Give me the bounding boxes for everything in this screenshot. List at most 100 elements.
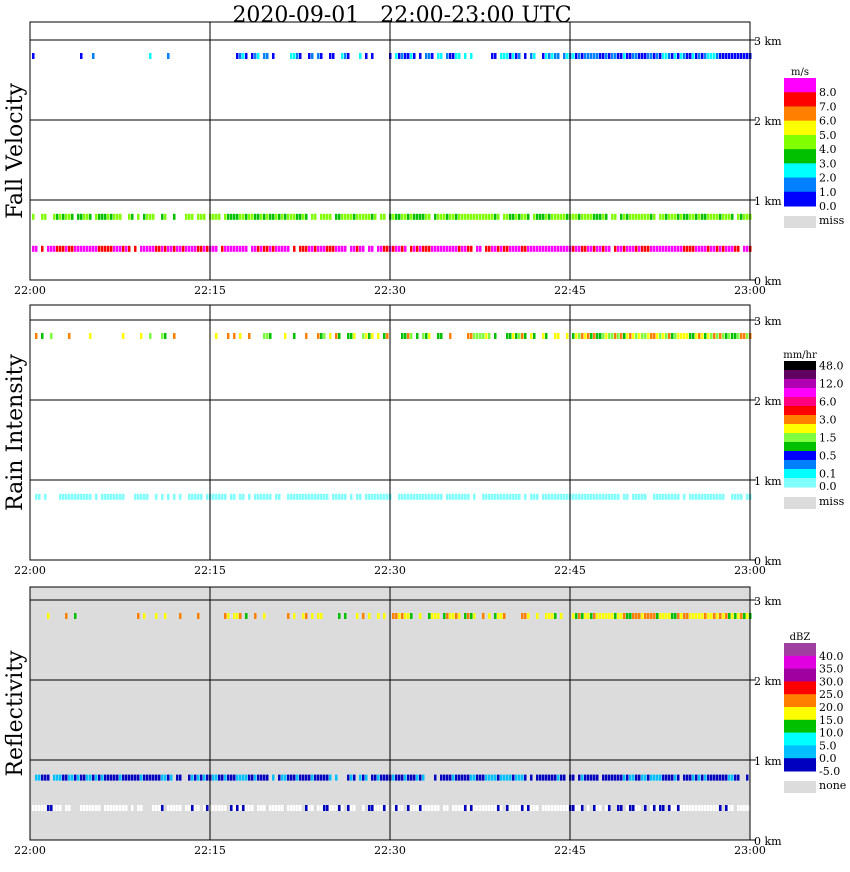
echo-cell bbox=[311, 213, 314, 220]
echo-cell bbox=[320, 333, 323, 339]
echo-cell bbox=[521, 333, 524, 339]
echo-cell bbox=[134, 245, 137, 252]
echo-cell bbox=[374, 774, 377, 781]
echo-cell bbox=[311, 493, 314, 500]
legend-swatch bbox=[784, 668, 816, 682]
echo-cell bbox=[542, 53, 545, 59]
echo-cell bbox=[575, 53, 578, 59]
echo-cell bbox=[689, 53, 692, 59]
echo-cell bbox=[242, 493, 245, 500]
echo-cell bbox=[446, 213, 449, 220]
echo-cell bbox=[692, 245, 695, 252]
echo-cell bbox=[437, 493, 440, 500]
echo-cell bbox=[695, 805, 698, 811]
echo-cell bbox=[185, 213, 188, 220]
legend-swatch bbox=[784, 177, 816, 193]
echo-cell bbox=[134, 774, 137, 781]
echo-cell bbox=[41, 805, 44, 811]
echo-cell bbox=[518, 493, 521, 500]
echo-cell bbox=[326, 245, 329, 252]
echo-cell bbox=[128, 213, 131, 220]
echo-cell bbox=[440, 213, 443, 220]
echo-cell bbox=[254, 245, 257, 252]
echo-cell bbox=[287, 245, 290, 252]
echo-cell bbox=[146, 493, 149, 500]
echo-cell bbox=[80, 774, 83, 781]
echo-cell bbox=[506, 245, 509, 252]
echo-cell bbox=[35, 333, 38, 339]
echo-cell bbox=[590, 245, 593, 252]
echo-cell bbox=[614, 53, 617, 59]
echo-cell bbox=[677, 333, 680, 339]
echo-cell bbox=[368, 333, 371, 339]
echo-cell bbox=[77, 774, 80, 781]
echo-cell bbox=[716, 774, 719, 781]
echo-cell bbox=[149, 245, 152, 252]
echo-cell bbox=[671, 53, 674, 59]
echo-cell bbox=[458, 613, 461, 619]
echo-cell bbox=[362, 213, 365, 220]
echo-cell bbox=[194, 805, 197, 811]
echo-cell bbox=[104, 805, 107, 811]
echo-cell bbox=[167, 493, 170, 500]
echo-cell bbox=[503, 493, 506, 500]
x-tick-label: 22:45 bbox=[554, 844, 586, 857]
echo-cell bbox=[617, 613, 620, 619]
echo-cell bbox=[641, 493, 644, 500]
echo-cell bbox=[242, 213, 245, 220]
echo-cell bbox=[419, 213, 422, 220]
legend-label: 4.0 bbox=[819, 143, 837, 156]
echo-cell bbox=[308, 805, 311, 811]
echo-cell bbox=[218, 493, 221, 500]
echo-cell bbox=[515, 805, 518, 811]
echo-cell bbox=[632, 805, 635, 811]
echo-cell bbox=[188, 213, 191, 220]
echo-cell bbox=[506, 333, 509, 339]
echo-cell bbox=[596, 245, 599, 252]
echo-cell bbox=[311, 805, 314, 811]
echo-cell bbox=[509, 245, 512, 252]
echo-cell bbox=[581, 333, 584, 339]
echo-cell bbox=[302, 613, 305, 619]
echo-cell bbox=[572, 493, 575, 500]
echo-cell bbox=[242, 774, 245, 781]
echo-cell bbox=[98, 213, 101, 220]
echo-cell bbox=[353, 805, 356, 811]
echo-cell bbox=[422, 213, 425, 220]
legend-unit: mm/hr bbox=[783, 350, 817, 361]
x-tick-label: 22:15 bbox=[194, 844, 226, 857]
echo-cell bbox=[617, 774, 620, 781]
echo-cell bbox=[659, 245, 662, 252]
echo-cell bbox=[605, 213, 608, 220]
echo-cell bbox=[86, 805, 89, 811]
echo-cell bbox=[542, 333, 545, 339]
echo-cell bbox=[557, 774, 560, 781]
legend-label: 0.0 bbox=[819, 752, 837, 765]
legend-label: 6.0 bbox=[819, 396, 837, 409]
echo-cell bbox=[179, 245, 182, 252]
echo-cell bbox=[416, 774, 419, 781]
echo-cell bbox=[326, 805, 329, 811]
echo-cell bbox=[104, 774, 107, 781]
echo-cell bbox=[548, 493, 551, 500]
echo-cell bbox=[149, 333, 152, 339]
echo-cell bbox=[206, 774, 209, 781]
echo-cell bbox=[629, 245, 632, 252]
echo-cell bbox=[608, 493, 611, 500]
echo-cell bbox=[314, 493, 317, 500]
echo-cell bbox=[83, 805, 86, 811]
echo-cell bbox=[341, 493, 344, 500]
legend-swatch bbox=[784, 732, 816, 746]
echo-cell bbox=[500, 805, 503, 811]
echo-cell bbox=[287, 805, 290, 811]
echo-cell bbox=[548, 805, 551, 811]
echo-cell bbox=[548, 213, 551, 220]
echo-cell bbox=[632, 245, 635, 252]
echo-cell bbox=[374, 493, 377, 500]
echo-cell bbox=[710, 613, 713, 619]
legend-swatch bbox=[784, 469, 816, 479]
echo-cell bbox=[743, 805, 746, 811]
echo-cell bbox=[680, 805, 683, 811]
echo-cell bbox=[344, 213, 347, 220]
